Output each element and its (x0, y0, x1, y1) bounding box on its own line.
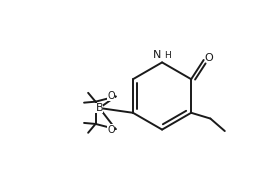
Text: O: O (107, 91, 115, 101)
Text: O: O (205, 53, 213, 63)
Text: O: O (107, 124, 115, 135)
Text: H: H (164, 51, 171, 60)
Text: B: B (95, 103, 103, 113)
Text: N: N (153, 50, 162, 60)
